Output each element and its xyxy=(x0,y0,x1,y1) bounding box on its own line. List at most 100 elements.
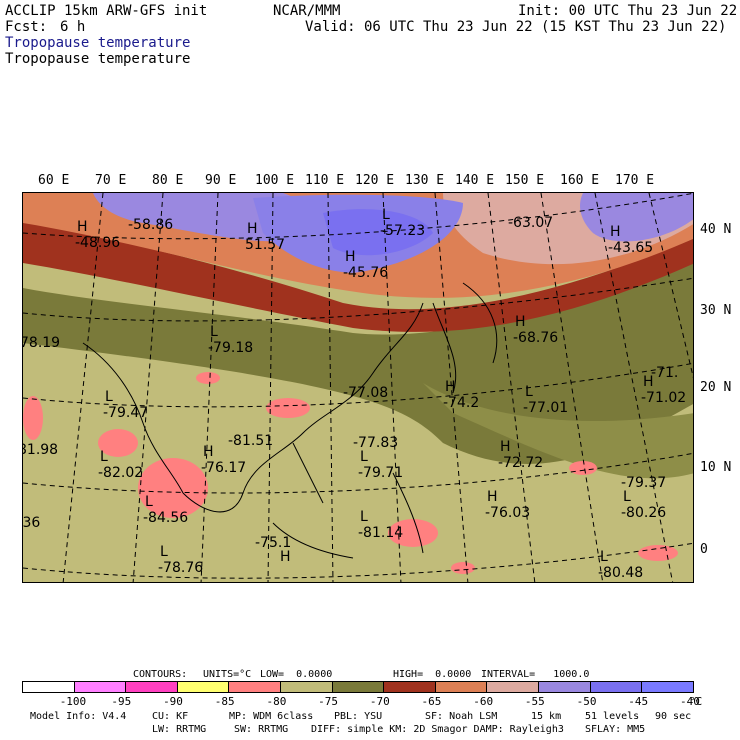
legend-swatch xyxy=(590,682,643,692)
hl-mark: L xyxy=(105,389,113,405)
forecast-label: Fcst: xyxy=(5,19,48,35)
hl-mark: L xyxy=(360,449,368,465)
legend-unit: °C xyxy=(689,695,703,708)
longitude-label: 150 E xyxy=(505,173,545,188)
hl-value: -80.26 xyxy=(621,505,666,521)
hl-value: -75.1 xyxy=(255,535,291,551)
hl-value: 51.57 xyxy=(245,237,285,253)
hl-value: -71. xyxy=(651,365,678,381)
hl-mark: H xyxy=(77,219,88,235)
legend-tick: -100 xyxy=(59,695,87,708)
longitude-label: 90 E xyxy=(205,173,237,188)
footer-shortwave: SW: RRTMG xyxy=(234,724,289,735)
hl-mark: L xyxy=(160,544,168,560)
contours-high: HIGH= 0.0000 xyxy=(393,669,472,680)
longitude-label: 140 E xyxy=(455,173,495,188)
hl-value: -58.86 xyxy=(128,217,173,233)
longitude-label: 100 E xyxy=(255,173,295,188)
legend-tick: -40 xyxy=(680,695,700,708)
footer-timestep: 90 sec xyxy=(655,711,692,722)
hl-mark: H xyxy=(643,374,654,390)
band-olive-east xyxy=(423,383,693,479)
legend-swatch xyxy=(642,682,693,692)
hl-mark: L xyxy=(382,207,390,223)
hl-value: -63.07 xyxy=(508,215,553,231)
contours-units: UNITS=°C xyxy=(203,669,252,680)
legend-tick: -50 xyxy=(576,695,597,708)
legend-swatch xyxy=(487,682,540,692)
footer-pbl: PBL: YSU xyxy=(334,711,383,722)
legend-tick: -95 xyxy=(111,695,132,708)
hl-value: 81.98 xyxy=(23,442,58,458)
hl-value: -77.01 xyxy=(523,400,568,416)
longitude-label: 170 E xyxy=(615,173,655,188)
hl-value: -78.76 xyxy=(158,560,203,576)
hl-mark: H xyxy=(203,444,214,460)
hl-value: -45.76 xyxy=(343,265,388,281)
hl-value: -77.08 xyxy=(343,385,388,401)
latitude-label: 10 N xyxy=(700,460,732,475)
longitude-label: 70 E xyxy=(95,173,127,188)
init-time: Init: 00 UTC Thu 23 Jun 22 xyxy=(518,3,738,19)
longitude-label: 80 E xyxy=(152,173,184,188)
legend-swatch xyxy=(332,682,385,692)
legend-tick: -45 xyxy=(628,695,649,708)
hl-value: -48.96 xyxy=(75,235,120,251)
hl-mark: L xyxy=(600,549,608,565)
latitude-label: 30 N xyxy=(700,303,732,318)
hl-value: -43.65 xyxy=(608,240,653,256)
legend-tick: -90 xyxy=(163,695,183,708)
legend-swatch xyxy=(23,682,75,692)
hl-mark: L xyxy=(210,324,218,340)
footer-longwave: LW: RRTMG xyxy=(152,724,207,735)
hl-value: -79.37 xyxy=(621,475,666,491)
longitude-label: 120 E xyxy=(355,173,395,188)
hl-value: -77.83 xyxy=(353,435,398,451)
latitude-label: 40 N xyxy=(700,222,732,237)
hl-mark: H xyxy=(487,489,498,505)
footer-model-info: Model Info: V4.4 xyxy=(30,711,127,722)
hl-value: -72.72 xyxy=(498,455,543,471)
legend-swatch xyxy=(177,682,230,692)
footer-resolution: 15 km xyxy=(531,711,562,722)
hl-mark: L xyxy=(100,449,108,465)
longitude-label: 160 E xyxy=(560,173,600,188)
legend-tick: -65 xyxy=(421,695,442,708)
legend-swatch xyxy=(384,682,436,692)
footer-surface-layer: SFLAY: MM5 xyxy=(585,724,646,735)
hl-value: -74.2 xyxy=(443,395,479,411)
longitude-label: 60 E xyxy=(38,173,70,188)
hl-value: -81.51 xyxy=(228,433,273,449)
contours-low: LOW= 0.0000 xyxy=(260,669,333,680)
org-label: NCAR/MMM xyxy=(273,3,341,19)
hl-mark: L xyxy=(360,509,368,525)
hl-mark: H xyxy=(280,549,291,565)
color-legend xyxy=(22,681,694,693)
hl-mark: H xyxy=(247,221,258,237)
legend-tick: -80 xyxy=(266,695,287,708)
hl-value: -71.02 xyxy=(641,390,686,406)
field-title-primary: Tropopause temperature xyxy=(5,35,191,51)
hl-value: -76.03 xyxy=(485,505,530,521)
hl-value: -80.48 xyxy=(598,565,643,581)
high-low-markers: H-48.96-58.86 H51.57L-57.23H-45.76-63.07H… xyxy=(23,207,686,581)
legend-swatch xyxy=(539,682,591,692)
field-title-secondary: Tropopause temperature xyxy=(5,51,191,67)
hl-mark: H xyxy=(345,249,356,265)
coastlines xyxy=(82,282,498,559)
latitude-label: 20 N xyxy=(700,380,732,395)
longitude-label: 110 E xyxy=(305,173,345,188)
tropopause-temperature-map: H -48.96 -58.86 H 51.57 L -57.23 H -45.76 -63.07 H… xyxy=(22,192,694,583)
legend-tick: -60 xyxy=(473,695,494,708)
graticule xyxy=(23,193,693,582)
legend-tick: -55 xyxy=(524,695,545,708)
hl-mark: H xyxy=(445,379,456,395)
hl-value: 78.19 xyxy=(23,335,60,351)
latitude-label: 0 xyxy=(700,542,708,557)
legend-tick: -85 xyxy=(214,695,235,708)
footer-diffusion: DIFF: simple KM: 2D Smagor DAMP: Rayleig… xyxy=(311,724,564,735)
band-minus70 xyxy=(23,253,693,464)
hl-value: -79.71 xyxy=(358,465,403,481)
contours-interval: INTERVAL= 1000.0 xyxy=(481,669,590,680)
longitude-label: 130 E xyxy=(405,173,445,188)
